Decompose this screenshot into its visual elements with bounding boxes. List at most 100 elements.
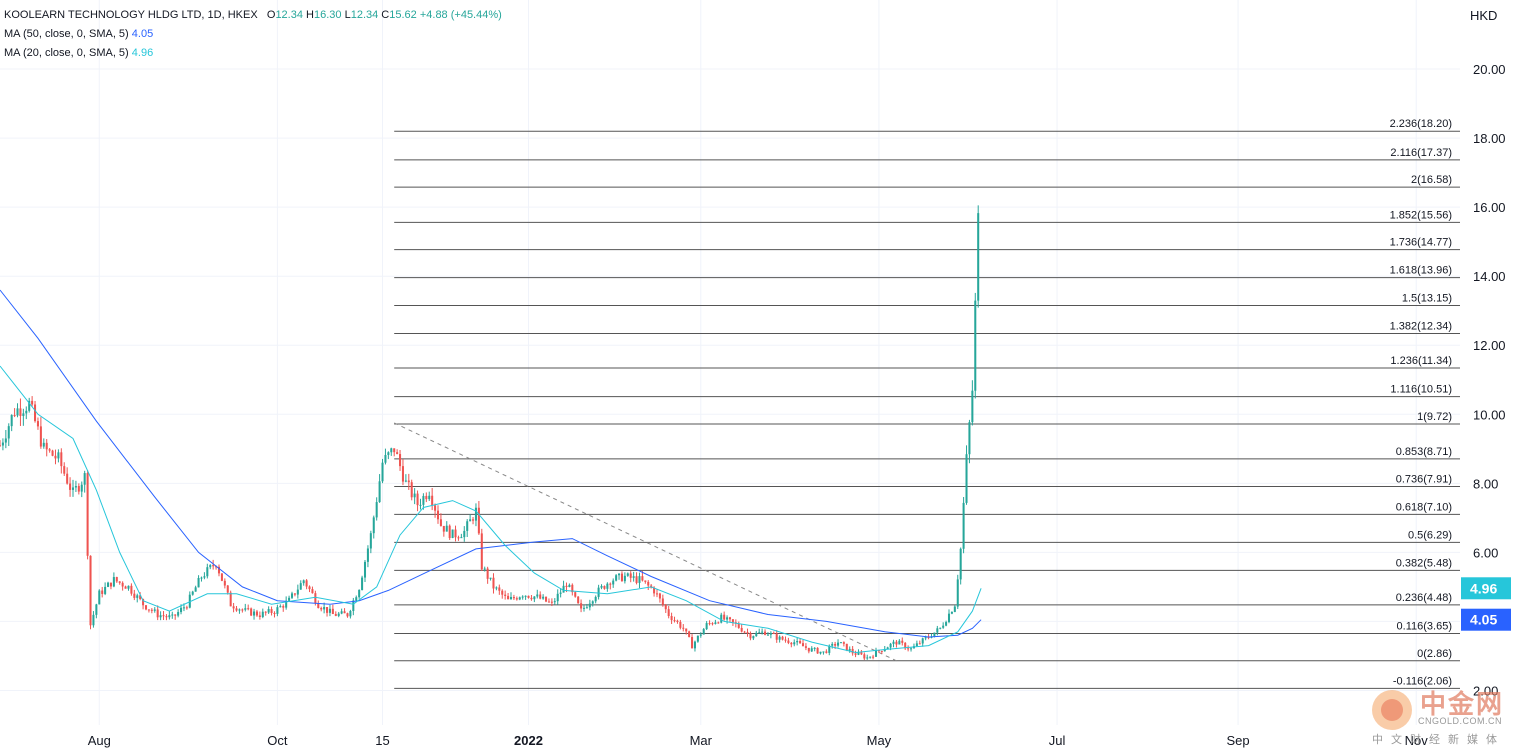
candle-body: [799, 641, 802, 644]
candle-body: [241, 609, 244, 611]
candle-body: [407, 480, 410, 483]
candle-body: [877, 650, 880, 652]
candle-body: [54, 455, 57, 459]
legend-symbol-row: KOOLEARN TECHNOLOGY HLDG LTD, 1D, HKEX O…: [4, 6, 502, 25]
candle-body: [472, 519, 475, 521]
candle-body: [223, 580, 226, 586]
ma50-price-tag: [1461, 608, 1511, 631]
y-axis-unit: HKD: [1470, 8, 1497, 23]
candle-body: [585, 607, 588, 609]
candle-body: [57, 452, 60, 459]
candle-body: [582, 607, 586, 609]
candle-body: [197, 577, 200, 588]
candle-body: [539, 594, 542, 599]
candle-body: [559, 592, 562, 594]
candle-body: [571, 584, 574, 593]
candle-body: [384, 454, 387, 463]
candle-body: [133, 593, 136, 598]
fib-level-label: 0.382(5.48): [1396, 557, 1452, 569]
candle-body: [480, 533, 483, 570]
candle-body: [299, 583, 302, 590]
candle-body: [101, 590, 104, 594]
fib-level-label: 1.382(12.34): [1390, 321, 1452, 333]
candle-body: [726, 617, 729, 620]
candle-body: [953, 606, 956, 612]
candle-body: [399, 454, 402, 467]
candle-body: [474, 507, 477, 521]
candle-body: [685, 628, 688, 632]
candle-body: [699, 634, 702, 636]
candle-body: [460, 537, 463, 539]
fib-level-label: 1.852(15.56): [1390, 209, 1452, 221]
candle-body: [793, 642, 796, 645]
candle-body: [273, 612, 276, 614]
candle-body: [7, 426, 10, 439]
candle-body: [39, 426, 42, 447]
candle-body: [390, 448, 393, 453]
candle-body: [939, 627, 942, 629]
candle-body: [708, 623, 711, 625]
candle-body: [1, 442, 4, 446]
candle-body: [825, 651, 828, 653]
candle-body: [869, 656, 872, 658]
candle-body: [416, 493, 419, 506]
candle-body: [425, 495, 428, 500]
candle-body: [404, 480, 407, 482]
candle-body: [326, 607, 329, 613]
candle-body: [130, 585, 133, 594]
candle-body: [918, 643, 921, 645]
legend-ma50-label: MA (50, close, 0, SMA, 5): [4, 28, 129, 40]
candle-body: [174, 614, 177, 616]
candle-body: [819, 651, 822, 654]
candle-body: [489, 577, 492, 579]
candle-body: [676, 620, 679, 622]
candle-body: [36, 421, 39, 427]
ma20-price-tag: [1461, 577, 1511, 600]
candle-body: [13, 415, 16, 417]
candle-body: [804, 646, 807, 648]
candle-body: [901, 640, 904, 643]
legend-close-value: 15.62: [389, 9, 417, 21]
candle-body: [168, 615, 171, 618]
candle-body: [66, 473, 69, 484]
candle-body: [16, 408, 19, 416]
candle-body: [442, 525, 445, 532]
candle-body: [626, 573, 629, 576]
candle-body: [483, 568, 486, 570]
candle-body: [305, 580, 308, 587]
candle-body: [346, 613, 349, 617]
candle-body: [921, 638, 924, 644]
candle-body: [749, 633, 752, 639]
candle-body: [112, 577, 115, 587]
x-tick-label: Mar: [690, 733, 713, 748]
candle-body: [682, 627, 685, 629]
candle-body: [568, 584, 571, 588]
candle-body: [653, 587, 656, 594]
y-tick-label: 2.00: [1473, 683, 1498, 698]
candle-body: [889, 643, 892, 648]
candle-body: [933, 632, 936, 637]
candle-body: [136, 595, 139, 598]
candle-body: [45, 442, 48, 450]
candle-body: [469, 519, 472, 522]
candle-body: [31, 400, 34, 405]
candle-body: [477, 507, 480, 534]
candle-body: [927, 637, 930, 639]
candle-body: [247, 608, 250, 610]
candle-body: [545, 596, 548, 602]
candle-body: [229, 592, 232, 607]
candle-body: [48, 449, 51, 451]
candle-body: [10, 415, 13, 427]
candle-body: [968, 422, 971, 455]
candle-body: [556, 593, 559, 602]
candle-body: [892, 641, 895, 644]
candle-body: [156, 609, 159, 618]
candle-body: [80, 484, 83, 492]
candle-body: [886, 647, 889, 650]
candle-body: [19, 408, 22, 416]
candle-body: [965, 454, 968, 503]
candle-body: [603, 586, 606, 589]
candle-body: [340, 611, 343, 614]
candle-body: [177, 612, 180, 616]
